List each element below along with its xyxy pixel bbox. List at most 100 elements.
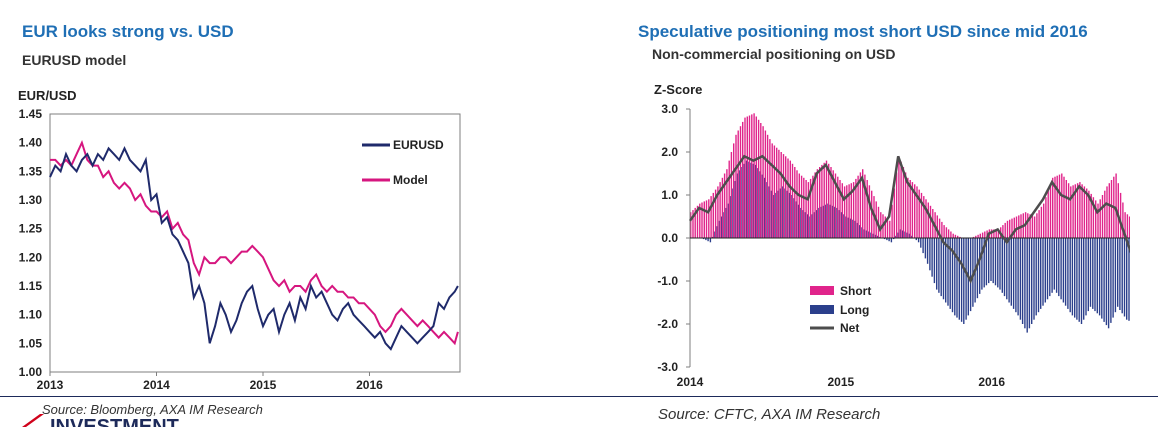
bar-short (1086, 188, 1088, 238)
right-y-tick-label: 0.0 (661, 231, 678, 245)
bar-long (915, 238, 917, 241)
bar-short (823, 162, 825, 239)
left-y-tick-label: 1.45 (19, 107, 43, 121)
bar-long (1080, 238, 1083, 324)
bar-short (1090, 193, 1092, 238)
bar-short (809, 178, 812, 238)
bar-short (807, 182, 810, 238)
bar-short (1038, 210, 1040, 238)
bar-long (786, 190, 788, 238)
bar-long (960, 238, 963, 322)
right-bars (690, 113, 1130, 333)
bar-short (814, 172, 816, 238)
bar-long (745, 160, 748, 238)
bar-short (927, 202, 929, 238)
bar-long (956, 238, 958, 318)
bar-short (889, 220, 891, 238)
bar-long (707, 238, 709, 242)
bar-short (864, 174, 866, 238)
bar-short (1083, 186, 1086, 238)
bar-short (1061, 173, 1063, 238)
bar-short (993, 229, 995, 238)
bar-long (1006, 238, 1008, 300)
bar-short (805, 180, 807, 238)
bar-short (898, 156, 900, 238)
bar-long (997, 238, 999, 288)
footer-divider (0, 396, 1158, 397)
left-y-tick-label: 1.10 (19, 308, 43, 322)
bar-short (730, 152, 733, 238)
right-legend: Short Long Net (810, 284, 871, 335)
bar-short (902, 167, 905, 238)
bar-short (859, 172, 862, 238)
bar-long (963, 238, 965, 324)
bar-long (834, 206, 836, 238)
bar-short (914, 184, 916, 239)
bar-long (750, 162, 752, 239)
bar-long (734, 181, 736, 238)
bar-long (1098, 238, 1101, 316)
bar-long (938, 238, 940, 293)
bar-short (803, 177, 805, 238)
left-chart-subtitle: EURUSD model (22, 52, 127, 68)
bar-long (1044, 238, 1046, 303)
bar-short (929, 205, 932, 239)
bar-short (984, 231, 986, 238)
bar-long (793, 198, 795, 238)
bar-short (1015, 216, 1018, 238)
bar-short (1045, 197, 1047, 238)
bar-long (1017, 238, 1019, 316)
bar-short (923, 196, 925, 238)
bar-long (1128, 238, 1130, 321)
bar-short (1106, 186, 1108, 238)
bar-short (737, 130, 739, 238)
bar-short (841, 183, 843, 238)
left-y-tick-label: 1.25 (19, 222, 43, 236)
bar-long (797, 204, 800, 238)
bar-short (816, 169, 819, 238)
bar-long (1001, 238, 1003, 293)
right-y-ticks: 3.0 2.0 1.0 0.0 -1.0 -2.0 -3.0 (657, 102, 690, 374)
bar-long (1112, 238, 1114, 318)
bar-short (714, 189, 717, 238)
bar-short (1099, 199, 1101, 238)
right-y-axis-label: Z-Score (654, 82, 703, 97)
bar-short (900, 161, 902, 238)
bar-short (696, 205, 699, 239)
bar-long (1021, 238, 1024, 324)
bar-short (977, 234, 979, 238)
bar-long (1101, 238, 1103, 319)
bar-short (800, 175, 803, 238)
left-y-tick-label: 1.20 (19, 250, 43, 264)
bar-short (796, 170, 798, 238)
bar-long (1074, 238, 1076, 318)
legend-label-model: Model (393, 173, 428, 187)
bar-short (1056, 175, 1058, 238)
bar-long (1053, 238, 1055, 290)
bar-short (972, 236, 975, 238)
bar-short (798, 173, 800, 238)
bar-long (1123, 238, 1126, 317)
bar-short (916, 186, 918, 238)
bar-short (712, 192, 714, 238)
left-y-ticks: 1.45 1.40 1.35 1.30 1.25 1.20 1.15 1.10 1.05 1.00 (19, 107, 43, 379)
right-y-tick-label: -2.0 (657, 317, 678, 331)
bar-long (872, 233, 874, 238)
bar-short (757, 119, 760, 239)
bar-long (976, 238, 979, 299)
bar-long (877, 235, 879, 238)
bar-short (907, 177, 909, 238)
bar-long (979, 238, 981, 294)
bar-short (739, 126, 742, 238)
bar-long (1026, 238, 1028, 333)
bar-short (1074, 184, 1076, 239)
right-x-tick-label: 2014 (677, 375, 704, 389)
bar-short (1013, 217, 1015, 238)
bar-long (1085, 238, 1087, 316)
bar-short (828, 163, 830, 238)
bar-short (1047, 190, 1049, 238)
bar-short (764, 130, 767, 238)
bar-short (1040, 206, 1043, 238)
bar-short (787, 158, 789, 238)
left-x-tick-label: 2016 (356, 378, 383, 392)
